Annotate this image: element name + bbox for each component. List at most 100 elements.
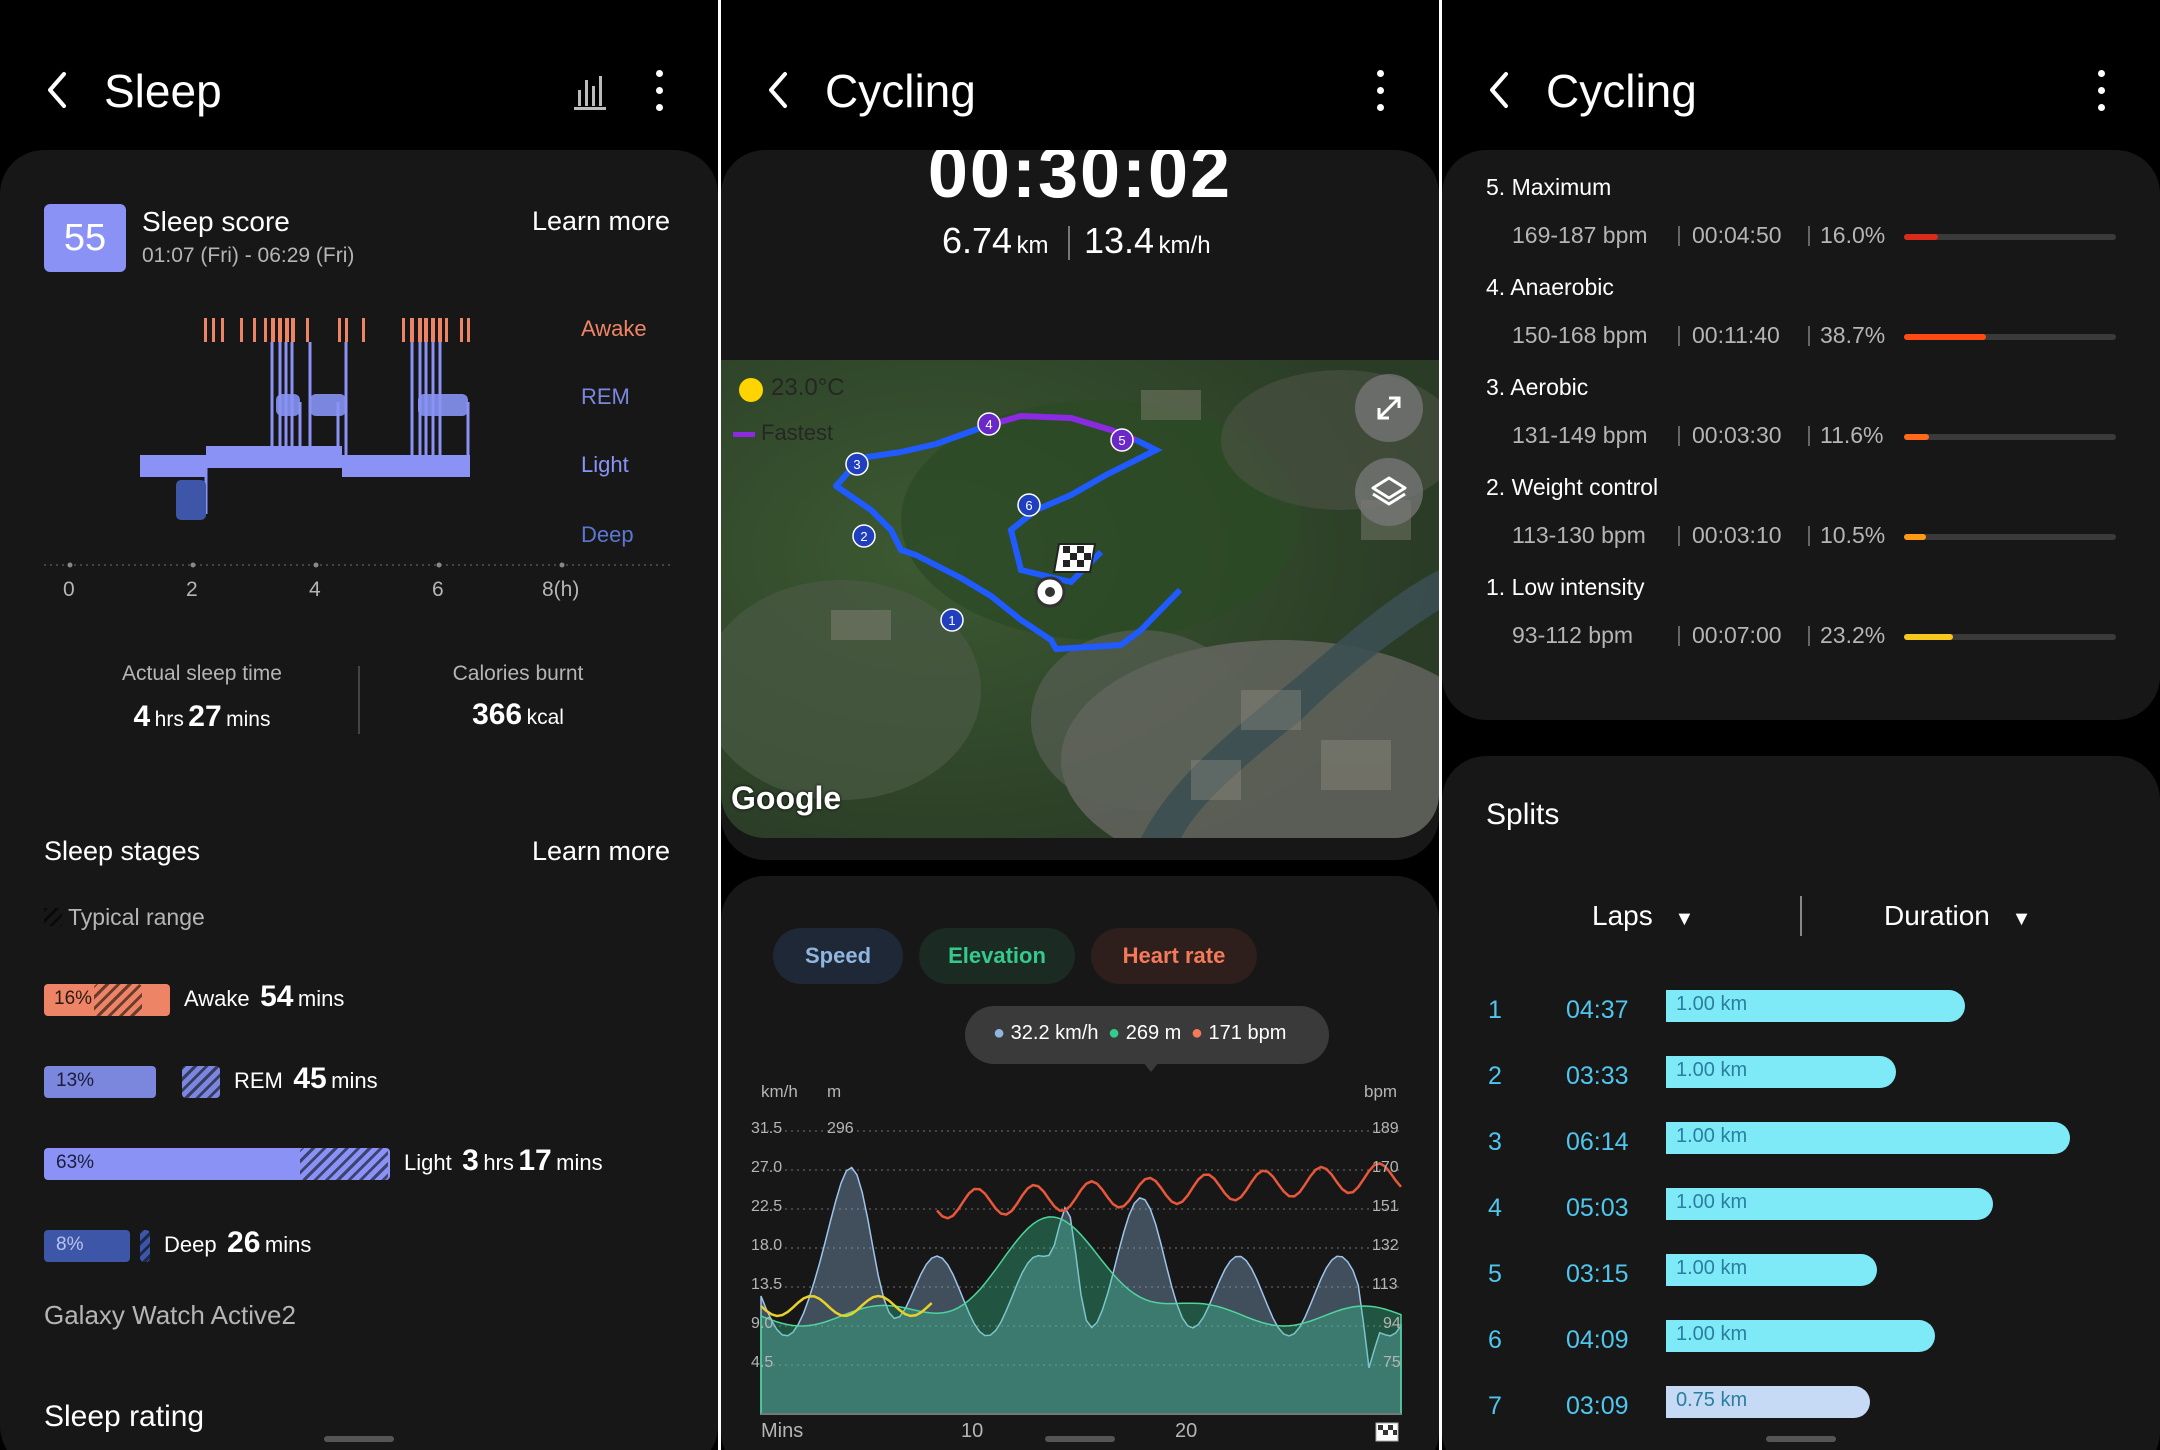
split-bar xyxy=(1666,1320,1935,1352)
split-lap: 3 xyxy=(1488,1128,1502,1156)
x-tick: 0 xyxy=(63,578,75,601)
start-point-icon xyxy=(1034,576,1066,608)
learn-more-link[interactable]: Learn more xyxy=(532,206,671,236)
stats-divider xyxy=(358,666,360,734)
zone-name: 3. Aerobic xyxy=(1486,374,1589,400)
zone-bar-track xyxy=(1904,234,2116,240)
split-bar xyxy=(1666,1188,1993,1220)
zone-divider xyxy=(1808,326,1810,346)
split-lap: 5 xyxy=(1488,1260,1502,1288)
zone-divider xyxy=(1678,326,1680,346)
zone-name: 2. Weight control xyxy=(1486,474,1659,500)
x-tick: 8(h) xyxy=(542,578,580,601)
back-button[interactable] xyxy=(1484,68,1514,112)
sleep-card: 55 Sleep score 01:07 (Fri) - 06:29 (Fri)… xyxy=(0,150,718,1450)
typical-range-icon xyxy=(44,908,62,926)
zone-bar-track xyxy=(1904,334,2116,340)
distance-value: 6.74 km xyxy=(942,220,1049,261)
route-map[interactable]: 1 2 3 4 5 6 23.0°C Fastest Goog xyxy=(721,360,1439,838)
tab-speed[interactable]: Speed xyxy=(773,928,903,984)
speed-value: 13.4 km/h xyxy=(1084,220,1211,261)
split-lap: 6 xyxy=(1488,1326,1502,1354)
lap-marker-label: 4 xyxy=(985,417,992,432)
y-tick: 13.5 xyxy=(751,1276,783,1293)
y-tick: 27.0 xyxy=(751,1159,783,1176)
app-bar: Sleep xyxy=(0,0,718,150)
zone-bar-track xyxy=(1904,634,2116,640)
more-options-button[interactable] xyxy=(1372,70,1388,112)
x-tick: 10 xyxy=(961,1420,984,1442)
metrics-chart xyxy=(760,1130,1402,1415)
zone-range: 131-149 bpm xyxy=(1512,422,1648,448)
zone-time: 00:03:10 xyxy=(1692,522,1782,548)
split-lap: 2 xyxy=(1488,1062,1502,1090)
elevation-area xyxy=(760,1216,1402,1415)
tab-elevation[interactable]: Elevation xyxy=(919,928,1075,984)
zone-divider xyxy=(1808,226,1810,246)
zone-bar-fill xyxy=(1904,534,1926,540)
finish-flag-icon xyxy=(1375,1422,1399,1442)
finish-flag-icon xyxy=(1052,543,1097,573)
panel-divider xyxy=(718,0,721,1450)
split-bar xyxy=(1666,1386,1870,1418)
split-distance: 1.00 km xyxy=(1676,1059,1748,1081)
laps-dropdown[interactable]: Laps ▼ xyxy=(1592,900,1695,931)
back-button[interactable] xyxy=(763,68,793,112)
zone-time: 00:03:30 xyxy=(1692,422,1782,448)
chart-button[interactable] xyxy=(572,72,608,112)
zone-name: 1. Low intensity xyxy=(1486,574,1645,600)
split-bar xyxy=(1666,1122,2070,1154)
splits-title: Splits xyxy=(1486,798,1560,831)
deep-stage-bar xyxy=(44,1230,130,1262)
zone-bar-fill xyxy=(1904,334,1986,340)
layers-icon xyxy=(1371,476,1407,506)
x-tick: 6 xyxy=(432,578,444,601)
back-arrow-icon xyxy=(1490,72,1508,108)
zone-bar-fill xyxy=(1904,234,1938,240)
awake-pct: 16% xyxy=(54,988,93,1009)
heart-rate-zones-card: 5. Maximum 169-187 bpm 00:04:50 16.0% 4. Ana… xyxy=(1442,150,2160,720)
split-distance: 0.75 km xyxy=(1676,1389,1748,1411)
stages-learn-more-link[interactable]: Learn more xyxy=(532,836,671,866)
zone-divider xyxy=(1808,626,1810,646)
zone-pct: 10.5% xyxy=(1820,522,1886,548)
rem-axis-label: REM xyxy=(581,384,630,409)
fastest-legend-swatch xyxy=(733,432,755,437)
zone-name: 5. Maximum xyxy=(1486,174,1612,200)
expand-map-button[interactable] xyxy=(1355,374,1423,442)
zone-pct: 11.6% xyxy=(1820,422,1884,448)
split-time: 03:33 xyxy=(1566,1062,1629,1090)
split-distance: 1.00 km xyxy=(1676,1323,1748,1345)
tab-heart-rate[interactable]: Heart rate xyxy=(1091,928,1257,984)
metrics-chart-card: Speed Elevation Heart rate ● 32.2 km/h ●… xyxy=(721,876,1439,1450)
hr-tick: 170 xyxy=(1372,1159,1399,1176)
device-name: Galaxy Watch Active2 xyxy=(44,1300,296,1330)
more-options-button[interactable] xyxy=(2093,70,2109,112)
sleep-time-range: 01:07 (Fri) - 06:29 (Fri) xyxy=(142,244,355,267)
x-tick: 4 xyxy=(309,578,321,601)
zone-divider xyxy=(1678,526,1680,546)
actual-sleep-value: 4 hrs 27 mins xyxy=(133,700,271,733)
zone-bar-fill xyxy=(1904,434,1929,440)
y-tick: 4.5 xyxy=(751,1354,774,1371)
rem-duration: REM 45 mins xyxy=(234,1062,378,1095)
hr-tick: 75 xyxy=(1383,1354,1401,1371)
map-layers-button[interactable] xyxy=(1355,458,1423,526)
zone-time: 00:04:50 xyxy=(1692,222,1782,248)
split-time: 04:37 xyxy=(1566,996,1629,1024)
deep-stage-block xyxy=(176,480,206,520)
x-tick: 20 xyxy=(1175,1420,1198,1442)
more-options-button[interactable] xyxy=(651,70,667,112)
y-tick: 18.0 xyxy=(751,1237,783,1254)
duration-dropdown[interactable]: Duration ▼ xyxy=(1884,900,2032,931)
hypnogram-chart xyxy=(44,318,672,568)
back-button[interactable] xyxy=(42,68,72,112)
cycling-map-panel: Cycling 00:30:02 6.74 km 13.4 km/h xyxy=(721,0,1439,1450)
home-indicator xyxy=(1045,1436,1115,1442)
split-lap: 4 xyxy=(1488,1194,1502,1222)
zone-pct: 38.7% xyxy=(1820,322,1886,348)
rem-stage-bar xyxy=(44,1066,156,1098)
chevron-down-icon: ▼ xyxy=(2011,908,2032,930)
light-axis-label: Light xyxy=(581,452,629,477)
split-distance: 1.00 km xyxy=(1676,1191,1748,1213)
